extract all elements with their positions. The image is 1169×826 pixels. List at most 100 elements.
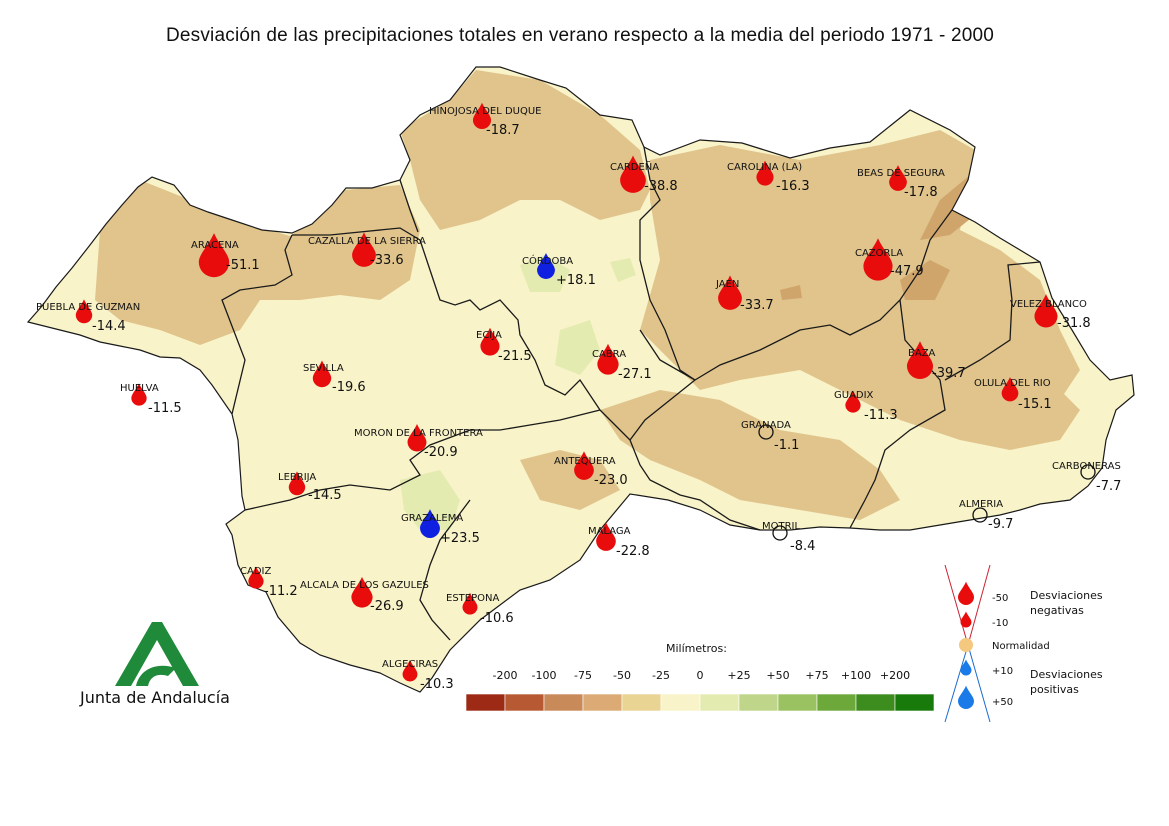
station-aracena: ARACENA -51.1 [191,233,260,278]
station-value: -17.8 [904,185,938,200]
station-value: -16.3 [776,179,810,194]
station-value: -20.9 [424,445,458,460]
station-guadix: GUADIX -11.3 [834,390,898,423]
scale-box [894,693,935,712]
negative-drop-icon [1034,294,1058,328]
station-córdoba: CÓRDOBA +18.1 [522,253,596,288]
station-name: GRANADA [741,420,791,431]
scale-box [738,693,779,712]
negative-drop-icon [480,327,500,356]
station-name: CAZORLA [855,248,903,259]
symbol-legend-label: +10 [992,666,1013,677]
station-name: JAEN [715,279,739,290]
station-name: HUELVA [120,383,159,394]
station-value: -7.7 [1096,479,1121,494]
negative-drop-icon [756,160,774,186]
station-value: -27.1 [618,367,652,382]
station-jaen: JAEN-33.7 [715,275,774,313]
scale-box [543,693,584,712]
stations-layer: HINOJOSA DEL DUQUE -18.7 CARDEÑA -38.8 CAROL… [36,102,1121,692]
station-value: -51.1 [226,258,260,273]
station-alcala-de-los-gazules: ALCALA DE LOS GAZULES -26.9 [300,576,429,614]
station-name: SEVILLA [303,363,344,374]
negative-drop-icon [620,155,646,193]
station-value: -9.7 [988,517,1013,532]
negative-drop-icon [75,299,93,324]
station-name: MORON DE LA FRONTERA [354,428,483,439]
negative-drop-icon [863,238,893,281]
station-name: CAROLINA (LA) [727,162,802,173]
station-name: CADIZ [240,566,271,577]
normal-circle-icon [758,424,774,440]
station-value: -1.1 [774,438,799,453]
station-name: ARACENA [191,240,239,251]
scale-tick-label: -100 [532,669,557,682]
station-name: MOTRIL [762,521,801,532]
scale-box [855,693,896,712]
station-name: PUEBLA DE GUZMAN [36,302,140,313]
station-malaga: MALAGA -22.8 [588,522,650,559]
negative-drop-icon [958,581,974,605]
station-value: -33.6 [370,253,404,268]
symbol-legend-label: +50 [992,697,1013,708]
pos-label-2: positivas [1030,683,1079,696]
junta-de-andalucia-logo: Junta de Andalucía [70,618,240,718]
pos-label-1: Desviaciones [1030,668,1103,681]
station-baza: BAZA -39.7 [906,341,966,381]
scale-box [465,693,506,712]
station-carboneras: CARBONERAS -7.7 [1052,461,1121,494]
negative-drop-icon [462,592,478,615]
station-moron-de-la-frontera: MORON DE LA FRONTERA -20.9 [354,424,483,460]
negative-drop-icon [248,566,264,589]
station-value: -33.7 [740,298,774,313]
station-value: -22.8 [616,544,650,559]
negative-drop-icon [718,275,742,310]
station-value: -19.6 [332,380,366,395]
symbol-legend-label: -50 [992,593,1008,604]
negative-drop-icon [1001,377,1019,402]
scale-tick-label: +75 [805,669,828,682]
neg-label-1: Desviaciones [1030,589,1103,602]
station-value: +23.5 [440,531,480,546]
station-name: CARBONERAS [1052,461,1121,472]
negative-drop-icon [574,451,594,480]
station-beas-de-segura: BEAS DE SEGURA -17.8 [857,165,945,200]
map-title: Desviación de las precipitaciones totale… [165,25,995,46]
negative-drop-icon [198,233,230,278]
station-velez-blanco: VELEZ BLANCO -31.8 [1010,294,1091,331]
logo-mark-icon [115,622,199,686]
negative-drop-icon [131,383,147,406]
station-name: CAZALLA DE LA SIERRA [308,236,426,247]
scale-tick-label: +25 [727,669,750,682]
neg-label-2: negativas [1030,604,1084,617]
scale-tick-label: +50 [766,669,789,682]
station-value: -14.5 [308,488,342,503]
station-cazalla-de-la-sierra: CAZALLA DE LA SIERRA -33.6 [308,232,426,268]
station-name: BEAS DE SEGURA [857,168,945,179]
station-value: -31.8 [1057,316,1091,331]
scale-tick-label: -25 [652,669,670,682]
symbol-legend: -50 -10 Normalidad +10 +50 Desviaciones nega… [944,564,1103,723]
station-value: -38.8 [644,179,678,194]
negative-drop-icon [407,424,427,452]
color-scale-legend: Milímetros: -200 -100 -75 -50 -25 0 +25 +50 +75 +… [465,642,935,712]
station-cabra: CABRA -27.1 [592,343,652,382]
station-algeciras: ALGECIRAS -10.3 [382,659,454,692]
normal-circle-icon [1080,464,1096,480]
scale-tick-label: +100 [841,669,871,682]
station-value: -8.4 [790,539,815,554]
station-value: -15.1 [1018,397,1052,412]
station-name: MALAGA [588,526,631,537]
station-antequera: ANTEQUERA -23.0 [554,451,628,488]
normal-circle-icon [972,507,988,523]
negative-drop-icon [351,576,373,608]
station-value: -11.5 [148,401,182,416]
station-name: HINOJOSA DEL DUQUE [429,106,542,117]
station-name: ALCALA DE LOS GAZULES [300,580,429,591]
station-name: CABRA [592,349,626,360]
negative-drop-icon [889,165,907,191]
station-value: -26.9 [370,599,404,614]
scale-label: Milímetros: [666,642,727,655]
positive-drop-icon [958,685,974,709]
